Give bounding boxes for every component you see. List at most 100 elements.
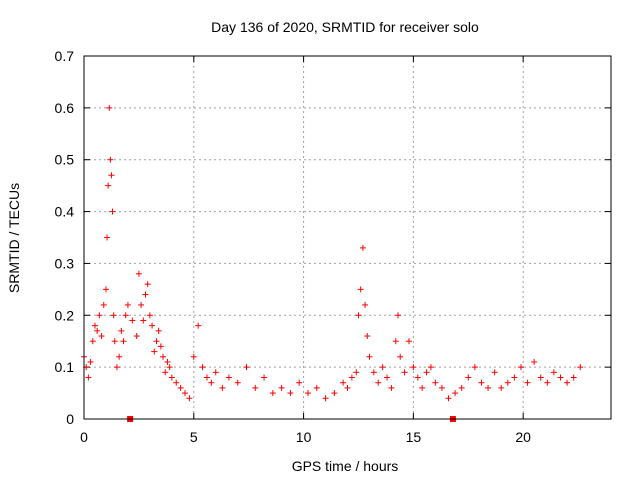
data-point (234, 379, 241, 386)
data-point (322, 395, 329, 402)
data-point (438, 384, 445, 391)
data-points (81, 104, 584, 422)
data-point (304, 390, 311, 397)
data-point (445, 395, 452, 402)
data-point (173, 379, 180, 386)
data-point (91, 322, 98, 329)
y-tick-label: 0.3 (55, 255, 75, 271)
data-point (212, 369, 219, 376)
data-point (186, 395, 193, 402)
y-tick-label: 0.4 (55, 204, 75, 220)
data-point (395, 312, 402, 319)
data-point (107, 156, 114, 163)
y-tick-label: 0.5 (55, 152, 75, 168)
data-point (362, 301, 369, 308)
x-tick-label: 10 (296, 429, 312, 445)
data-point (120, 338, 127, 345)
data-point (96, 312, 103, 319)
data-point (166, 364, 173, 371)
data-point (87, 358, 94, 365)
data-point (168, 374, 175, 381)
y-tick-label: 0.6 (55, 100, 75, 116)
data-point (414, 374, 421, 381)
data-point (140, 317, 147, 324)
x-axis-label: GPS time / hours (292, 458, 399, 474)
data-point (138, 301, 145, 308)
x-tick-label: 20 (515, 429, 531, 445)
data-point (458, 384, 465, 391)
data-point (108, 172, 115, 179)
data-point (388, 384, 395, 391)
x-tick-label: 5 (190, 429, 198, 445)
data-point (133, 333, 140, 340)
data-point (195, 322, 202, 329)
data-point (269, 390, 276, 397)
data-point (199, 364, 206, 371)
data-point (366, 353, 373, 360)
data-point (471, 364, 478, 371)
data-point (550, 369, 557, 376)
data-point (98, 333, 105, 340)
data-point (511, 374, 518, 381)
data-point (405, 338, 412, 345)
data-point (296, 379, 303, 386)
data-point (162, 369, 169, 376)
data-point (419, 384, 426, 391)
data-point (348, 374, 355, 381)
data-point (392, 338, 399, 345)
data-point (564, 379, 571, 386)
data-point (122, 312, 129, 319)
chart-title: Day 136 of 2020, SRMTID for receiver sol… (211, 19, 479, 35)
y-tick-label: 0.7 (55, 48, 75, 64)
data-point (94, 327, 101, 334)
data-point (124, 301, 131, 308)
data-point (355, 312, 362, 319)
data-point (118, 327, 125, 334)
data-point (203, 374, 210, 381)
data-point (537, 374, 544, 381)
data-point (151, 348, 158, 355)
data-point (135, 270, 142, 277)
data-point (359, 244, 366, 251)
y-axis-label: SRMTID / TECUs (6, 183, 22, 293)
data-point (379, 364, 386, 371)
data-point (465, 374, 472, 381)
data-point (485, 384, 492, 391)
data-point (577, 364, 584, 371)
y-tick-label: 0 (66, 411, 74, 427)
data-point (544, 379, 551, 386)
plot-frame (83, 55, 612, 420)
data-point (384, 374, 391, 381)
data-point (331, 390, 338, 397)
data-point (287, 390, 294, 397)
data-point (146, 312, 153, 319)
data-point (252, 384, 259, 391)
data-point (313, 384, 320, 391)
data-point (155, 327, 162, 334)
data-point (144, 281, 151, 288)
data-point (364, 333, 371, 340)
data-point (427, 364, 434, 371)
data-point (261, 374, 268, 381)
data-point (370, 369, 377, 376)
data-point (129, 317, 136, 324)
data-point (478, 379, 485, 386)
data-point (116, 353, 123, 360)
data-point (524, 379, 531, 386)
data-point (353, 369, 360, 376)
data-point (340, 379, 347, 386)
axis-ticks: 0 0.1 0.2 0.3 0.4 0.5 0.6 0.7 0 5 10 15 20 (55, 48, 611, 445)
data-point (219, 384, 226, 391)
data-point (102, 286, 109, 293)
data-point (278, 384, 285, 391)
data-point (397, 353, 404, 360)
data-point (570, 374, 577, 381)
data-point (109, 208, 116, 215)
grid (84, 56, 611, 419)
data-point (344, 384, 351, 391)
data-point (432, 379, 439, 386)
data-point (89, 338, 96, 345)
data-point (498, 384, 505, 391)
data-point (182, 390, 189, 397)
data-point (557, 374, 564, 381)
